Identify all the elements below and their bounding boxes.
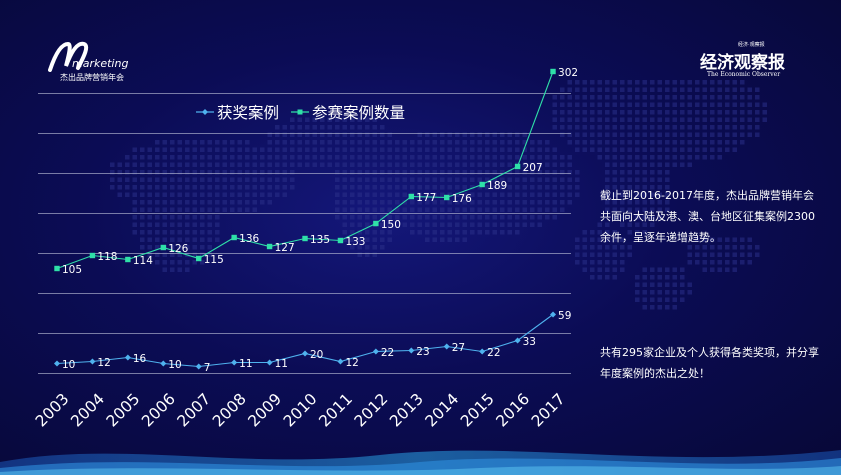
data-point (373, 220, 379, 227)
data-point (479, 348, 486, 355)
data-label: 12 (97, 357, 110, 369)
logo-small-caption: 经济·观察报 (738, 42, 765, 48)
x-tick-label: 2012 (351, 390, 392, 431)
data-label: 59 (558, 310, 571, 322)
data-label: 7 (204, 362, 211, 374)
data-label: 135 (310, 234, 330, 246)
data-point (196, 255, 202, 262)
x-tick-label: 2010 (280, 390, 321, 431)
data-label: 118 (97, 251, 117, 263)
legend-marker-2 (297, 109, 303, 115)
marketing-logo: marketing 杰出品牌营销年会 (48, 40, 158, 86)
x-tick-label: 2014 (422, 390, 463, 431)
grid-lines (38, 93, 571, 374)
data-point (231, 359, 238, 366)
x-tick-label: 2007 (174, 390, 215, 431)
data-point (443, 343, 450, 350)
data-point (160, 244, 166, 251)
data-point (124, 354, 131, 361)
data-label: 114 (133, 255, 153, 267)
data-point (372, 348, 379, 355)
x-tick-label: 2013 (386, 390, 427, 431)
data-label: 133 (345, 236, 365, 248)
data-point (89, 358, 96, 365)
data-point (89, 252, 96, 259)
x-tick-label: 2003 (32, 390, 73, 431)
data-point (302, 235, 308, 242)
economic-observer-logo: 经济·观察报 经济观察报 The Economic Observer (700, 42, 810, 83)
data-point (337, 237, 344, 244)
logo-name: 经济观察报 (700, 53, 785, 73)
logo-marketing-text: marketing (72, 57, 129, 70)
data-label: 105 (62, 264, 82, 276)
data-label: 177 (416, 192, 436, 204)
data-point (302, 350, 309, 357)
data-label: 11 (275, 358, 288, 370)
data-label: 20 (310, 349, 323, 361)
x-tick-label: 2011 (315, 390, 356, 431)
data-point (231, 234, 237, 241)
data-label: 176 (452, 193, 472, 205)
data-label: 33 (523, 336, 536, 348)
data-point (160, 360, 167, 367)
logo-english-name: The Economic Observer (707, 71, 781, 78)
data-point (444, 194, 450, 201)
data-label: 150 (381, 219, 401, 231)
legend-marker-1 (202, 109, 208, 115)
note-total-cases: 截止到2016-2017年度，杰出品牌营销年会共面向大陆及港、澳、台地区征集案例… (600, 189, 815, 244)
data-label: 22 (487, 347, 500, 359)
x-tick-label: 2009 (245, 390, 286, 431)
x-tick-label: 2017 (528, 390, 569, 431)
x-tick-label: 2006 (138, 390, 179, 431)
data-point (514, 163, 521, 170)
data-point (195, 363, 202, 370)
chart-legend: 获奖案例 参赛案例数量 (196, 103, 405, 122)
data-point (54, 360, 60, 367)
data-label: 11 (239, 358, 252, 370)
x-tick-label: 2016 (493, 390, 534, 431)
x-tick-label: 2015 (457, 390, 498, 431)
data-point (408, 193, 414, 200)
legend-label-1: 获奖案例 (217, 104, 279, 122)
data-point (54, 265, 60, 272)
legend-label-2: 参赛案例数量 (312, 103, 405, 122)
wave-decoration (0, 450, 841, 475)
data-label: 10 (168, 359, 181, 371)
logo-subtitle: 杰出品牌营销年会 (60, 73, 124, 82)
data-point (514, 337, 521, 344)
data-point (408, 347, 415, 354)
data-label: 12 (345, 357, 358, 369)
data-label: 207 (523, 162, 543, 174)
data-point (266, 243, 273, 250)
x-axis-ticks: 2003200420052006200720082009201020112012… (32, 390, 569, 431)
data-point (550, 68, 556, 75)
data-label: 126 (168, 243, 188, 255)
data-point (479, 181, 485, 188)
marketing-m-icon (48, 41, 89, 72)
series-line-1 (56, 314, 554, 368)
data-label: 10 (62, 359, 75, 371)
data-point (266, 359, 273, 366)
data-label: 189 (487, 180, 507, 192)
data-point (125, 256, 131, 263)
data-label: 136 (239, 233, 259, 245)
x-tick-label: 2008 (209, 390, 250, 431)
x-tick-label: 2005 (103, 390, 144, 431)
data-label: 23 (416, 346, 429, 358)
x-tick-label: 2004 (67, 390, 108, 431)
series-layer: 10 12 16 10 7 11 11 20 12 22 23 27 22 33 59 105 118 114 12… (54, 67, 578, 374)
data-label: 27 (452, 342, 465, 354)
data-label: 22 (381, 347, 394, 359)
data-point (550, 311, 557, 318)
world-map-background (110, 80, 767, 310)
data-label: 16 (133, 353, 147, 365)
data-label: 115 (204, 254, 224, 266)
data-label: 302 (558, 67, 578, 79)
data-point (337, 358, 344, 365)
data-label: 127 (275, 242, 295, 254)
note-award-winners: 共有295家企业及个人获得各类奖项，并分享年度案例的杰出之处！ (600, 346, 819, 380)
